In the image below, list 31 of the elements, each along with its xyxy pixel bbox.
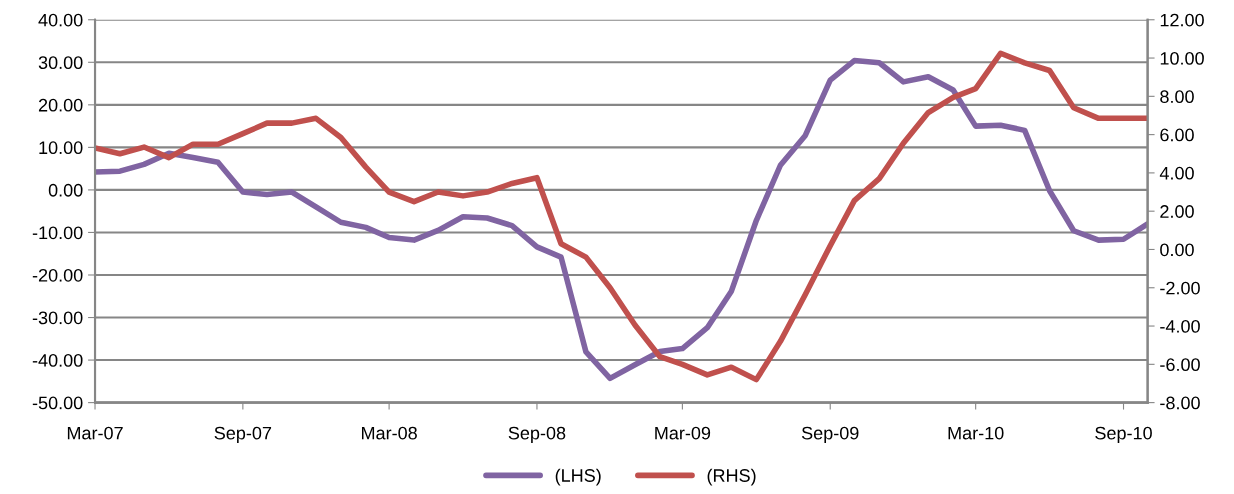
y2-tick-label: 8.00 xyxy=(1160,90,1194,104)
legend-label: (RHS) xyxy=(707,468,756,486)
x-tick-label: Sep-10 xyxy=(1095,426,1152,444)
y2-tick-label: 0.00 xyxy=(1160,243,1194,257)
y2-tick-label: 10.00 xyxy=(1160,51,1204,65)
x-tick-label: Sep-07 xyxy=(214,426,272,444)
y-tick-label: -50.00 xyxy=(32,396,83,410)
y2-tick-label: 4.00 xyxy=(1159,166,1194,180)
y-tick-label: 10.00 xyxy=(39,141,83,155)
y2-tick-label: 12.00 xyxy=(1160,13,1204,27)
y2-tick-label: 6.00 xyxy=(1160,128,1194,142)
y-tick-label: -30.00 xyxy=(32,311,83,325)
y2-tick-label: -6.00 xyxy=(1160,358,1200,372)
y2-tick-label: -2.00 xyxy=(1160,281,1200,295)
x-tick-label: Mar-09 xyxy=(655,426,711,440)
x-tick-label: Sep-09 xyxy=(801,426,859,444)
y-tick-label: 30.00 xyxy=(38,56,83,70)
y-tick-label: 20.00 xyxy=(38,98,83,112)
x-tick-label: Mar-10 xyxy=(948,426,1004,440)
legend-label: (LHS) xyxy=(555,468,601,486)
y-tick-label: 40.00 xyxy=(38,13,83,27)
x-tick-label: Mar-08 xyxy=(361,426,417,440)
y-tick-label: -20.00 xyxy=(32,268,83,282)
y-tick-label: -10.00 xyxy=(32,226,83,240)
x-tick-label: Mar-07 xyxy=(67,426,123,440)
y2-tick-label: -4.00 xyxy=(1160,319,1200,333)
y-tick-label: -40.00 xyxy=(32,354,83,367)
y-tick-label: 0.00 xyxy=(48,183,83,197)
x-tick-label: Sep-08 xyxy=(508,426,566,444)
y2-tick-label: -8.00 xyxy=(1160,396,1200,410)
y2-tick-label: 2.00 xyxy=(1160,205,1194,218)
